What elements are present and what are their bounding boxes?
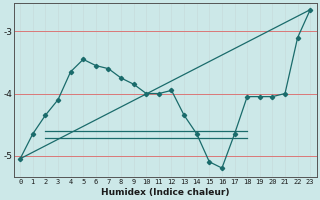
X-axis label: Humidex (Indice chaleur): Humidex (Indice chaleur) xyxy=(101,188,229,197)
